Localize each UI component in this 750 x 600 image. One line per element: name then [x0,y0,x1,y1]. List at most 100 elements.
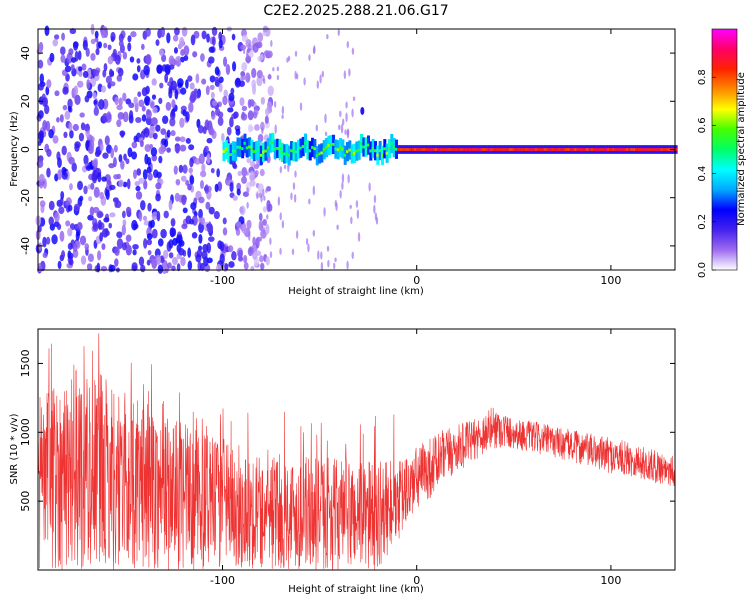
spectrogram-cell [651,148,655,151]
spectrogram-cell [327,259,330,268]
spectrogram-cell [189,175,195,185]
spectrogram-cell [252,43,259,53]
spectrogram-cell [150,147,158,157]
spectrogram-cell [241,167,248,177]
spectrogram-cell [61,250,66,259]
spectrogram-x-ticks: -100 0 100 [210,29,621,287]
spectrogram-cell [42,236,47,248]
spectrogram-cell [637,148,641,151]
spectrogram-cell [231,149,235,153]
spectrogram-cell [195,73,200,84]
spectrogram-cell [176,234,183,244]
spectrogram-cell [121,224,126,236]
spectrogram-cell [180,256,186,267]
spectrogram-cell [97,211,104,218]
spectrogram-cell [323,207,326,217]
spectrogram-cell [232,162,237,169]
spectrogram-cell [273,147,277,151]
spectrogram-cell [65,200,70,206]
spectrogram-cell [259,168,265,177]
spectrogram-cell [357,232,361,242]
spectrogram-cell [455,148,459,151]
spectrogram-cell [248,42,251,51]
spectrogram-cell [224,263,229,271]
spectrogram-cell [141,105,146,112]
spectrogram-cell [103,217,110,223]
spectrogram-cell [237,249,243,260]
spectrogram-cell [339,110,342,118]
spectrogram-cell [532,148,536,151]
spectrogram-cell [317,250,320,260]
spectrogram-cell [37,225,42,233]
spectrogram-cell [343,153,347,157]
spectrogram-cell [61,171,68,180]
spectrogram-cell [118,40,124,47]
spectrogram-cell [655,148,659,151]
spectrogram-cell [249,179,256,187]
spectrogram-cell [112,48,118,58]
spectrogram-cell [164,63,171,74]
spectrogram-cell [259,153,263,157]
spectrogram-cell [80,255,87,265]
spectrogram-cell [138,256,145,267]
spectrogram-cell [87,184,92,190]
spectrogram-cell [218,39,223,49]
spectrogram-cell [653,148,657,151]
spectrogram-cell [290,192,293,201]
spectrogram-cell [181,223,188,230]
spectrogram-cell [348,148,352,152]
spectrogram-cell [558,148,562,151]
spectrogram-cell [504,148,508,151]
spectrogram-cell [86,79,91,90]
spectrogram-cell [151,258,157,269]
spectrogram-cell [415,148,419,151]
spectrogram-cell [439,148,443,151]
spectrogram-y-tick-label: -40 [19,237,32,255]
spectrogram-cell [100,265,108,272]
spectrogram-cell [138,211,143,222]
spectrogram-cell [113,144,118,153]
spectrogram-cell [109,212,116,218]
spectrogram-cell [218,82,223,93]
spectrogram-cell [255,236,262,242]
spectrogram-cell [283,152,287,156]
spectrogram-cell [101,176,107,182]
spectrogram-x-tick-label: 0 [413,274,420,287]
spectrogram-cell [196,91,201,99]
spectrogram-cell [548,148,552,151]
spectrogram-cell [251,68,257,79]
spectrogram-cell [464,148,468,151]
spectrogram-cell [149,143,154,149]
spectrogram-cell [182,109,187,117]
spectrogram-cell [534,148,538,151]
spectrogram-cell [170,218,176,227]
spectrogram-cell [109,264,116,272]
spectrogram-cell [128,110,134,120]
spectrogram-cell [257,148,261,152]
spectrogram-cell [114,199,119,208]
spectrogram-cell [64,65,72,73]
spectrogram-cell [299,102,303,111]
spectrogram-cell [67,252,74,260]
spectrogram-cell [133,135,138,143]
spectrogram-cell [326,245,330,252]
spectrogram-cell [232,195,238,201]
spectrogram-cell [276,146,280,150]
spectrogram-cell [187,260,193,271]
spectrogram-cell [241,105,248,112]
spectrogram-cell [248,145,252,149]
spectrogram-cell [253,163,260,170]
spectrogram-cell [488,148,492,151]
spectrogram-cell [52,39,59,47]
spectrogram-cell [166,129,171,138]
spectrogram-cell [179,136,186,143]
spectrogram-cell [658,148,662,151]
spectrogram-cell [322,148,326,152]
spectrogram-cell [276,66,280,72]
spectrogram-cell [110,147,115,159]
spectrogram-cell [171,99,176,109]
spectrogram-cell [246,171,249,176]
spectrogram-cell [256,76,263,87]
spectrogram-cell [537,148,541,151]
spectrogram-cell [520,148,524,151]
